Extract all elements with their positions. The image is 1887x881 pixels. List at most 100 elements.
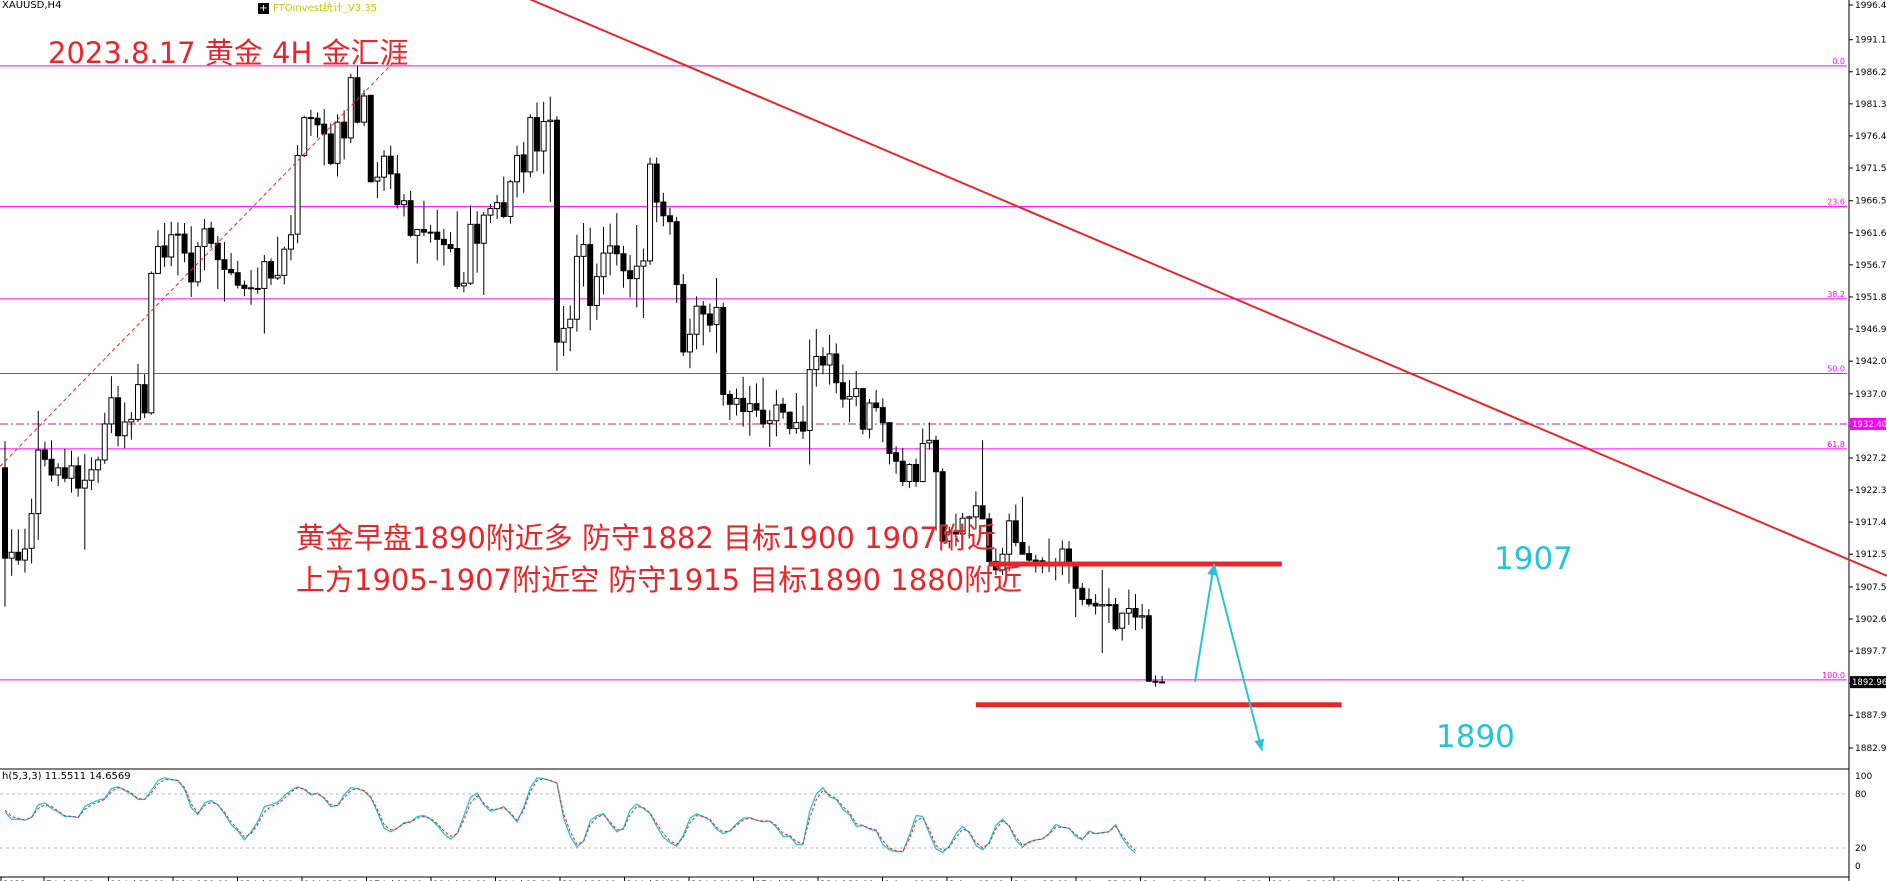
candle-bull — [527, 117, 534, 173]
candle-bull — [647, 163, 654, 262]
candle-bull — [773, 404, 780, 422]
candle-bear — [839, 382, 846, 400]
candle-bear — [420, 229, 427, 233]
stoch-level-label: 0 — [1855, 862, 1861, 872]
candle-bull — [1139, 615, 1146, 618]
candle-bear — [321, 123, 328, 135]
candle-bear — [680, 284, 687, 353]
stoch-signal-line — [4, 778, 1136, 853]
y-tick-label: 1937.00 — [1855, 390, 1887, 400]
candle-bear — [660, 201, 667, 217]
candle-bear — [726, 393, 733, 405]
candle-bear — [1026, 553, 1033, 561]
candle-bull — [201, 228, 208, 248]
candle-bear — [1032, 559, 1039, 562]
candle-bull — [686, 333, 693, 353]
candle-bear — [221, 259, 228, 270]
candle-bull — [274, 274, 281, 279]
candle-bull — [633, 265, 640, 280]
candle-bear — [241, 284, 248, 289]
candle-bull — [8, 551, 15, 559]
candle-bull — [281, 248, 288, 276]
candle-bear — [181, 233, 188, 254]
candle-bull — [813, 356, 820, 371]
candle-bull — [254, 287, 261, 290]
candle-bear — [75, 465, 82, 489]
price-tag-label: 1892.96 — [1852, 678, 1887, 688]
candle-bull — [301, 117, 308, 157]
indicator-badge[interactable]: + FTOinvest统计_V3.35 — [258, 0, 377, 14]
candle-bull — [374, 176, 381, 182]
candle-bull — [168, 234, 175, 258]
candle-bear — [188, 252, 195, 283]
candle-bull — [846, 395, 853, 400]
candle-bear — [760, 409, 767, 425]
candle-bear — [500, 202, 507, 217]
candle-bear — [434, 231, 441, 240]
y-tick-label: 1971.50 — [1855, 164, 1887, 174]
y-tick-label: 1961.60 — [1855, 229, 1887, 239]
candle-bear — [673, 221, 680, 286]
candle-bear — [161, 245, 168, 258]
candle-bull — [514, 155, 521, 183]
candle-bear — [627, 270, 634, 280]
fib-anchor-line — [0, 58, 398, 467]
candle-bear — [387, 155, 394, 175]
y-tick-label: 1981.30 — [1855, 100, 1887, 110]
candle-bear — [873, 402, 880, 409]
trade-note-short: 上方1905-1907附近空 防守1915 目标1890 1880附近 — [296, 563, 1023, 597]
candle-bull — [972, 505, 979, 518]
candle-bear — [913, 464, 920, 483]
y-tick-label: 1986.20 — [1855, 68, 1887, 78]
upper-target-label: 1907 — [1494, 541, 1573, 577]
candle-bull — [580, 244, 587, 257]
candle-bear — [454, 248, 461, 287]
candle-bull — [121, 421, 128, 437]
trade-note-long: 黄金早盘1890附近多 防守1882 目标1900 1907附近 — [296, 521, 996, 555]
candle-bear — [939, 471, 946, 542]
candle-bull — [693, 305, 700, 335]
candle-bull — [926, 439, 933, 444]
candle-bear — [407, 200, 414, 236]
candle-bear — [653, 163, 660, 203]
chart-title: 2023.8.17 黄金 4H 金汇涯 — [48, 36, 409, 70]
candle-bull — [866, 402, 873, 430]
candle-bear — [933, 439, 939, 473]
y-tick-label: 1927.20 — [1855, 454, 1887, 464]
down-arrowhead — [1254, 738, 1265, 751]
candle-bull — [959, 517, 966, 535]
candle-bull — [494, 202, 501, 210]
price-tag-box — [1850, 676, 1886, 689]
candle-bull — [547, 119, 554, 123]
candle-bull — [853, 388, 860, 397]
candle-bear — [234, 272, 241, 286]
candle-bear — [1012, 520, 1019, 543]
candle-bear — [620, 253, 627, 272]
candle-bear — [115, 397, 122, 437]
candle-bear — [268, 261, 274, 279]
candle-bull — [487, 208, 494, 216]
candle-bear — [886, 422, 893, 454]
candle-bull — [294, 155, 301, 235]
candle-bull — [766, 420, 773, 424]
candle-bear — [1152, 680, 1159, 683]
candle-bear — [367, 94, 374, 183]
symbol-label: XAUUSD,H4 — [2, 0, 62, 11]
candle-bull — [573, 255, 580, 320]
candle-bear — [440, 238, 447, 246]
candle-bull — [55, 467, 62, 476]
candle-bull — [35, 449, 42, 515]
stoch-level-label: 20 — [1855, 844, 1867, 854]
candle-bear — [2, 467, 8, 559]
candle-bear — [952, 531, 959, 535]
candle-bull — [21, 548, 28, 561]
stochastic-label: h(5,3,3) 11.5511 14.6569 — [2, 771, 131, 782]
candle-bull — [361, 95, 368, 123]
candle-bull — [1125, 608, 1132, 614]
candle-bull — [806, 369, 813, 431]
candle-bull — [713, 306, 720, 325]
candle-bear — [534, 117, 540, 152]
candle-bear — [1019, 541, 1026, 555]
candle-bull — [154, 246, 161, 274]
